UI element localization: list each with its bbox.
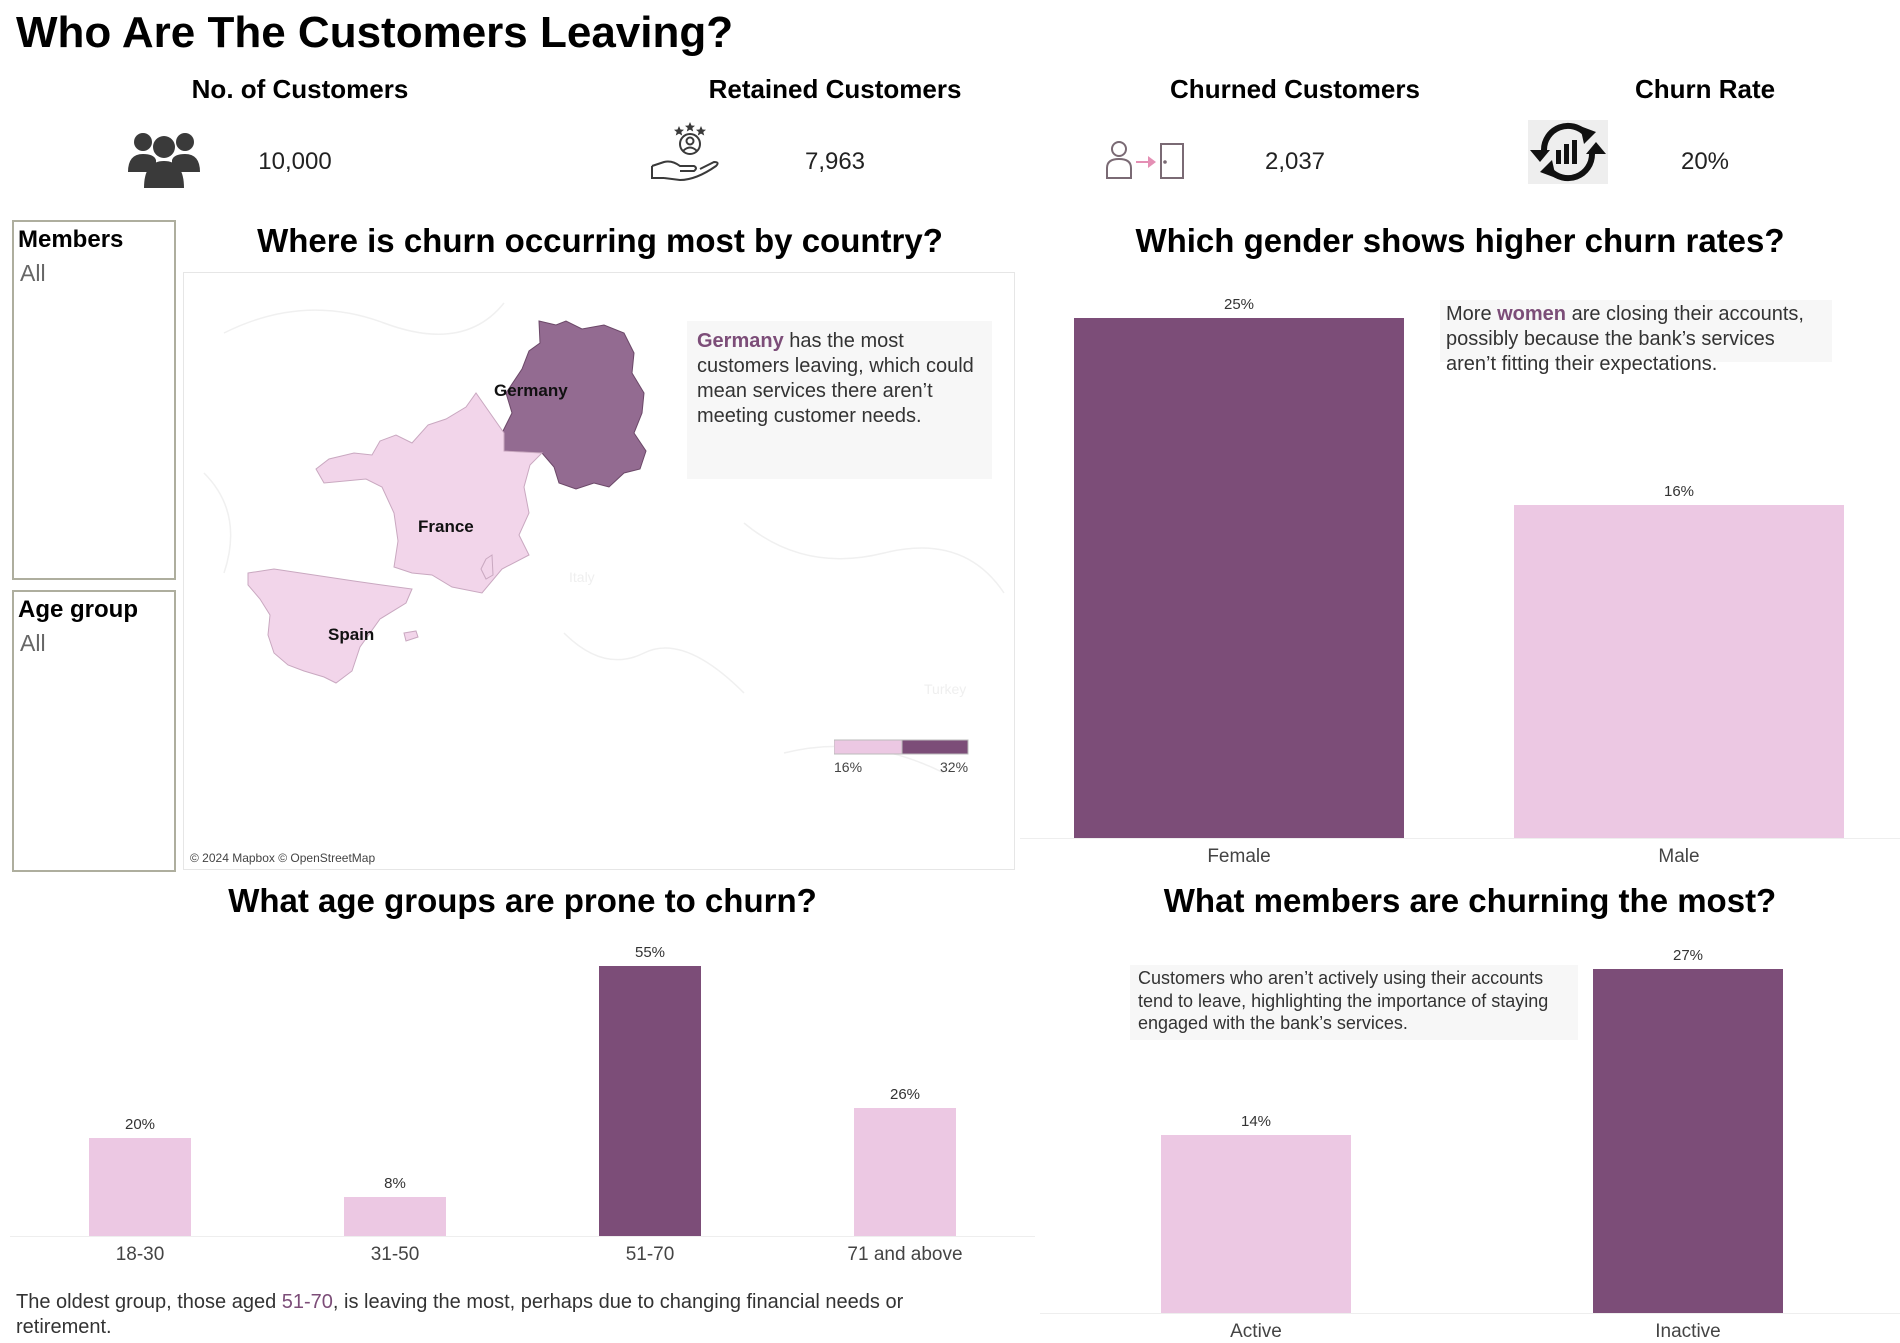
gender-note-highlight: women (1497, 303, 1567, 325)
kpi-retained-label: Retained Customers (708, 74, 962, 104)
map-note-highlight: Germany (697, 330, 784, 352)
gender-bar-male[interactable] (1514, 505, 1844, 838)
members-note: Customers who aren’t actively using thei… (1130, 965, 1578, 1040)
members-section-title: What members are churning the most? (1163, 882, 1777, 919)
age-bar-71-and-above[interactable] (854, 1108, 956, 1236)
members-filter-title: Members (18, 226, 124, 253)
gender-category-label-female: Female (1207, 846, 1271, 867)
age-category-label-71-and-above: 71 and above (847, 1244, 963, 1265)
kpi-churn-rate-label: Churn Rate (1634, 74, 1776, 104)
members-category-label-active: Active (1230, 1321, 1282, 1342)
members-value-label-inactive: 27% (1672, 947, 1704, 964)
age-value-label-51-70: 55% (634, 944, 666, 961)
members-chart-baseline (1040, 1313, 1900, 1314)
age-category-label-51-70: 51-70 (625, 1244, 675, 1265)
age-category-label-31-50: 31-50 (370, 1244, 420, 1265)
kpi-retained-value: 7,963 (804, 148, 866, 175)
members-filter[interactable]: Members All (12, 220, 176, 580)
map-color-legend (834, 739, 969, 755)
age-group-filter-value[interactable]: All (20, 630, 46, 656)
map-attribution: © 2024 Mapbox © OpenStreetMap (190, 851, 376, 865)
age-note: The oldest group, those aged 51-70, is l… (16, 1290, 976, 1340)
map-legend-min: 16% (834, 759, 863, 775)
kpi-churn-rate-value: 20% (1680, 148, 1730, 175)
gender-value-label-male: 16% (1663, 483, 1695, 501)
kpi-customers-value: 10,000 (258, 148, 332, 175)
age-chart: 20% 8% 55% 26% 18-30 31-50 51-70 71 and … (10, 930, 1035, 1265)
gender-value-label-female: 25% (1223, 296, 1255, 313)
age-value-label-71-and-above: 26% (889, 1086, 921, 1104)
gender-note-pre: More (1446, 303, 1498, 325)
map-country-france (315, 392, 544, 594)
age-group-filter-title: Age group (18, 596, 138, 623)
members-value-label-active: 14% (1240, 1112, 1272, 1130)
age-value-label-31-50: 8% (384, 1174, 406, 1192)
members-chart: 14% 27% Active Inactive (1040, 935, 1900, 1342)
age-note-post: , is leaving the most, perhaps due to ch… (16, 1291, 904, 1338)
age-category-label-18-30: 18-30 (115, 1244, 165, 1265)
gender-note-post: are closing their accounts, possibly bec… (1446, 303, 1804, 375)
map-legend-max: 32% (940, 759, 969, 775)
age-value-label-18-30: 20% (124, 1115, 156, 1133)
members-bar-active[interactable] (1161, 1134, 1351, 1313)
map-label-germany: Germany (494, 381, 568, 400)
gender-section-title: Which gender shows higher churn rates? (1135, 222, 1785, 259)
map-canvas (203, 302, 1005, 774)
gender-category-label-male: Male (1658, 846, 1700, 867)
gender-note: More women are closing their accounts, p… (1440, 300, 1832, 375)
kpi-churned-label: Churned Customers (1170, 74, 1420, 104)
members-filter-value[interactable]: All (20, 260, 46, 286)
gender-bar-female[interactable] (1074, 318, 1404, 838)
gender-chart: 25% 16% Female Male (1020, 270, 1900, 867)
age-note-pre: The oldest group, those aged (16, 1291, 282, 1313)
age-bar-31-50[interactable] (344, 1196, 446, 1236)
kpi-customers-label: No. of Customers (191, 74, 409, 104)
people-group-icon (128, 133, 200, 188)
map-faint-label-turkey: Turkey (924, 681, 967, 697)
gender-chart-baseline (1020, 838, 1900, 839)
age-bar-18-30[interactable] (89, 1137, 191, 1236)
map-note: Germany has the most customers leaving, … (687, 321, 992, 479)
map-section-title: Where is churn occurring most by country… (257, 222, 943, 259)
age-chart-baseline (10, 1236, 1035, 1237)
map-faint-label-italy: Italy (569, 569, 595, 585)
age-group-filter[interactable]: Age group All (12, 590, 176, 872)
map-country-spain (247, 568, 413, 684)
chart-cycle-icon (1528, 120, 1608, 184)
churn-map[interactable]: Germany France Spain Italy Turkey German… (183, 272, 1015, 870)
map-label-france: France (418, 517, 474, 536)
user-exit-door-icon (1106, 141, 1184, 179)
age-note-highlight: 51-70 (281, 1291, 333, 1313)
members-bar-inactive[interactable] (1593, 969, 1783, 1313)
age-bar-51-70[interactable] (599, 966, 701, 1236)
age-section-title: What age groups are prone to churn? (228, 882, 817, 919)
hand-holding-user-icon (651, 122, 719, 182)
map-country-germany (501, 320, 647, 490)
map-note-text: has the most customers leaving, which co… (697, 330, 974, 427)
kpi-churned-value: 2,037 (1264, 148, 1326, 175)
members-category-label-inactive: Inactive (1655, 1321, 1721, 1342)
dashboard-title: Who Are The Customers Leaving? (16, 8, 734, 57)
map-label-spain: Spain (328, 625, 375, 644)
